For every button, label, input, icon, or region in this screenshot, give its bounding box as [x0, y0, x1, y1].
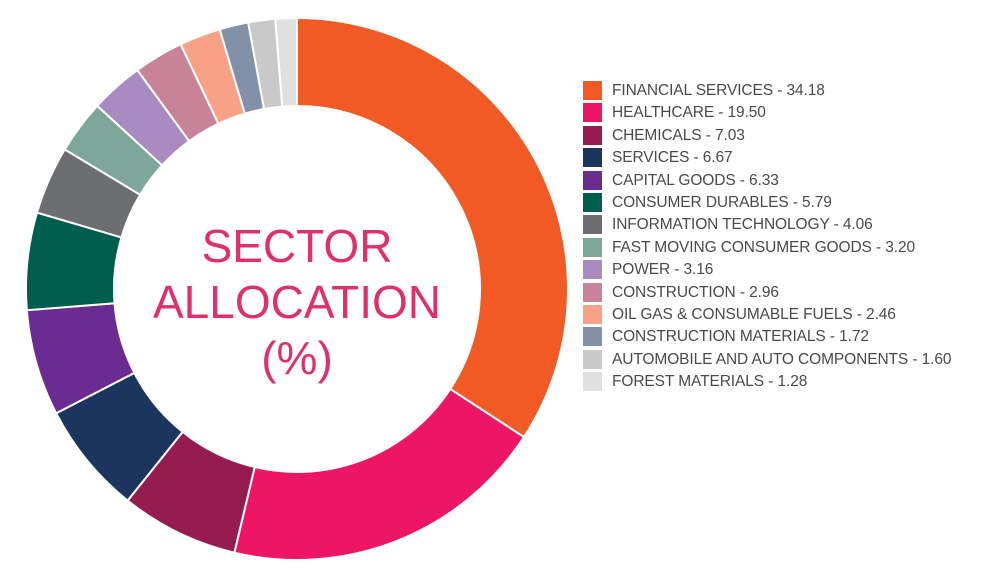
legend-label: HEALTHCARE - 19.50 [612, 104, 766, 122]
chart-title: SECTOR ALLOCATION (%) [147, 218, 447, 386]
donut-slice-financial-services [296, 16, 569, 439]
legend-item: FINANCIAL SERVICES - 34.18 [583, 80, 983, 102]
legend-label: CAPITAL GOODS - 6.33 [612, 171, 779, 189]
legend-swatch [583, 260, 602, 280]
legend-label: CHEMICALS - 7.03 [612, 126, 745, 144]
legend-label: CONSTRUCTION MATERIALS - 1.72 [612, 328, 869, 346]
legend-label: FAST MOVING CONSUMER GOODS - 3.20 [612, 238, 916, 256]
legend-label: POWER - 3.16 [612, 261, 714, 279]
legend-label: CONSTRUCTION - 2.96 [612, 283, 779, 301]
chart-legend: FINANCIAL SERVICES - 34.18 HEALTHCARE - 1… [583, 80, 983, 394]
donut-slice-healthcare [233, 387, 526, 561]
chart-title-line: (%) [261, 332, 333, 384]
legend-item: CONSTRUCTION MATERIALS - 1.72 [583, 326, 983, 348]
legend-label: SERVICES - 6.67 [612, 149, 733, 167]
legend-label: AUTOMOBILE AND AUTO COMPONENTS - 1.60 [612, 350, 952, 368]
legend-swatch [583, 148, 602, 168]
legend-item: AUTOMOBILE AND AUTO COMPONENTS - 1.60 [583, 349, 983, 371]
legend-swatch [583, 193, 602, 213]
legend-item: INFORMATION TECHNOLOGY - 4.06 [583, 214, 983, 236]
legend-swatch [583, 170, 602, 190]
legend-item: CONSTRUCTION - 2.96 [583, 282, 983, 304]
legend-label: OIL GAS & CONSUMABLE FUELS - 2.46 [612, 306, 896, 324]
chart-title-line: ALLOCATION [153, 276, 441, 328]
legend-swatch [583, 81, 602, 100]
legend-swatch [583, 372, 602, 392]
legend-label: INFORMATION TECHNOLOGY - 4.06 [612, 216, 873, 234]
legend-swatch [583, 103, 602, 123]
legend-item: FOREST MATERIALS - 1.28 [583, 371, 983, 393]
legend-label: CONSUMER DURABLES - 5.79 [612, 194, 832, 212]
legend-swatch [583, 125, 602, 145]
legend-item: CHEMICALS - 7.03 [583, 125, 983, 147]
legend-item: CONSUMER DURABLES - 5.79 [583, 192, 983, 214]
legend-swatch [583, 305, 602, 325]
legend-item: OIL GAS & CONSUMABLE FUELS - 2.46 [583, 304, 983, 326]
legend-swatch [583, 237, 602, 257]
legend-item: POWER - 3.16 [583, 259, 983, 281]
legend-item: SERVICES - 6.67 [583, 147, 983, 169]
legend-swatch [583, 215, 602, 235]
legend-swatch [583, 349, 602, 369]
donut-slice-forest-materials [274, 16, 298, 108]
legend-swatch [583, 282, 602, 302]
chart-title-line: SECTOR [201, 220, 393, 272]
legend-label: FOREST MATERIALS - 1.28 [612, 373, 808, 391]
legend-item: CAPITAL GOODS - 6.33 [583, 170, 983, 192]
legend-item: HEALTHCARE - 19.50 [583, 102, 983, 124]
legend-item: FAST MOVING CONSUMER GOODS - 3.20 [583, 237, 983, 259]
legend-label: FINANCIAL SERVICES - 34.18 [612, 82, 825, 99]
legend-swatch [583, 327, 602, 347]
